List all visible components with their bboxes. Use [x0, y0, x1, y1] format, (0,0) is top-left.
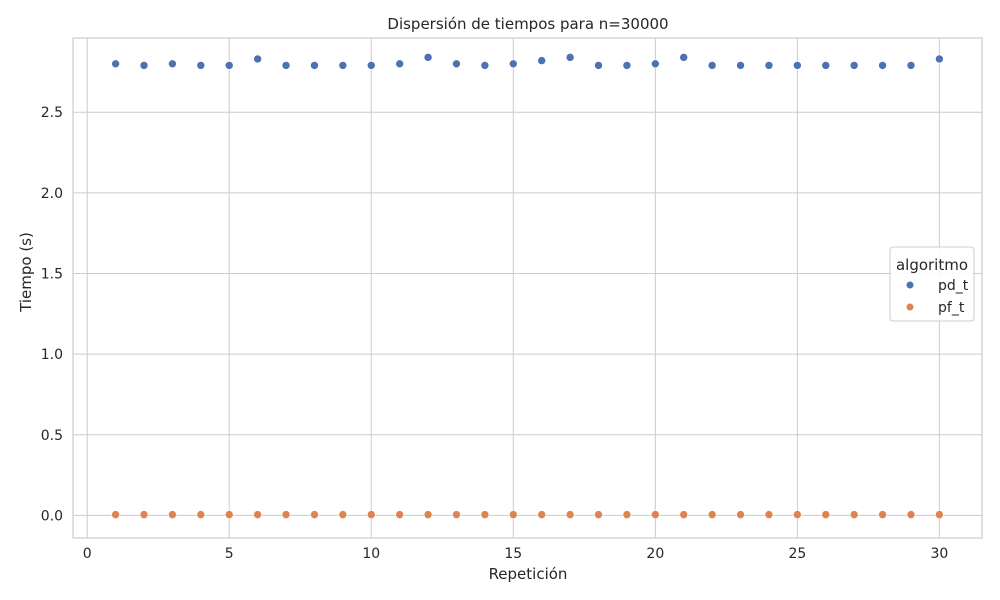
- x-tick-label: 20: [646, 546, 664, 562]
- data-point-pf_t: [935, 510, 944, 519]
- data-point-pd_t: [111, 59, 120, 69]
- data-point-pd_t: [168, 59, 177, 69]
- data-point-pd_t: [764, 61, 774, 70]
- data-point-pf_t: [253, 510, 262, 519]
- data-point-pf_t: [168, 510, 177, 519]
- data-point-pf_t: [906, 510, 916, 519]
- data-point-pf_t: [679, 510, 689, 519]
- data-point-pd_t: [594, 61, 603, 70]
- legend-label-pd_t: pd_t: [938, 278, 969, 294]
- data-point-pd_t: [366, 61, 376, 70]
- tick-labels: 0 5 10 15 20 25 30 0.0 0.5 1.0 1.5 2.0 2.5: [41, 105, 949, 562]
- data-point-pf_t: [508, 510, 518, 519]
- data-point-pf_t: [821, 510, 831, 519]
- data-point-pf_t: [736, 510, 745, 519]
- data-point-pd_t: [565, 53, 575, 62]
- data-point-pd_t: [849, 61, 859, 70]
- x-tick-label: 15: [504, 546, 522, 562]
- data-point-pd_t: [423, 53, 433, 62]
- data-point-pd_t: [679, 53, 689, 62]
- data-point-pf_t: [310, 510, 319, 519]
- data-point-pf_t: [594, 510, 603, 519]
- data-point-pd_t: [508, 59, 518, 69]
- data-point-pf_t: [793, 510, 802, 519]
- data-point-pd_t: [821, 61, 831, 70]
- legend-label-pf_t: pf_t: [938, 300, 965, 316]
- x-tick-label: 30: [930, 546, 948, 562]
- legend-marker-pf_t: [905, 302, 915, 312]
- y-tick-label: 0.0: [41, 508, 63, 524]
- y-tick-label: 2.0: [41, 186, 63, 202]
- x-tick-label: 0: [83, 546, 92, 562]
- data-point-pf_t: [139, 510, 149, 519]
- y-axis-label: Tiempo (s): [17, 232, 35, 313]
- data-point-pf_t: [565, 510, 575, 519]
- x-tick-label: 25: [788, 546, 806, 562]
- data-point-pf_t: [452, 510, 461, 519]
- data-point-pf_t: [764, 510, 774, 519]
- data-point-pf_t: [281, 510, 291, 519]
- points: [111, 53, 944, 519]
- data-point-pd_t: [310, 61, 319, 70]
- x-tick-label: 10: [362, 546, 380, 562]
- x-tick-label: 5: [225, 546, 234, 562]
- legend: algoritmo pd_t pf_t: [889, 246, 975, 322]
- data-point-pf_t: [224, 510, 234, 519]
- data-point-pd_t: [196, 61, 206, 70]
- data-point-pd_t: [224, 61, 234, 70]
- data-point-pf_t: [338, 510, 348, 519]
- legend-box: [889, 246, 975, 322]
- data-point-pd_t: [281, 61, 291, 70]
- plot-frame: [72, 37, 983, 539]
- data-point-pf_t: [622, 510, 632, 519]
- data-point-pd_t: [935, 54, 944, 64]
- data-point-pd_t: [707, 61, 717, 70]
- y-tick-label: 0.5: [41, 428, 63, 444]
- grid: [73, 38, 982, 538]
- data-point-pf_t: [537, 510, 547, 519]
- data-point-pf_t: [366, 510, 376, 519]
- legend-marker-pd_t: [905, 280, 915, 290]
- data-point-pd_t: [906, 61, 916, 70]
- data-point-pd_t: [878, 61, 887, 70]
- chart-title: Dispersión de tiempos para n=30000: [387, 15, 668, 33]
- legend-title: algoritmo: [896, 256, 968, 274]
- data-point-pd_t: [253, 54, 262, 64]
- data-point-pd_t: [452, 59, 461, 69]
- data-point-pf_t: [111, 510, 120, 519]
- data-point-pf_t: [651, 510, 660, 519]
- data-point-pf_t: [395, 510, 404, 519]
- data-point-pf_t: [423, 510, 433, 519]
- data-point-pd_t: [480, 61, 490, 70]
- data-point-pf_t: [480, 510, 490, 519]
- data-point-pf_t: [849, 510, 859, 519]
- data-point-pd_t: [139, 61, 149, 70]
- data-point-pf_t: [707, 510, 717, 519]
- data-point-pd_t: [736, 61, 745, 70]
- data-point-pd_t: [651, 59, 660, 69]
- y-tick-label: 2.5: [41, 105, 63, 121]
- data-point-pd_t: [622, 61, 632, 70]
- data-point-pf_t: [878, 510, 887, 519]
- data-point-pd_t: [537, 56, 547, 65]
- data-point-pd_t: [338, 61, 348, 70]
- data-point-pd_t: [793, 61, 802, 70]
- data-point-pf_t: [196, 510, 206, 519]
- y-tick-label: 1.0: [41, 347, 63, 363]
- data-point-pd_t: [395, 59, 404, 69]
- y-tick-label: 1.5: [41, 266, 63, 282]
- x-axis-label: Repetición: [489, 565, 568, 583]
